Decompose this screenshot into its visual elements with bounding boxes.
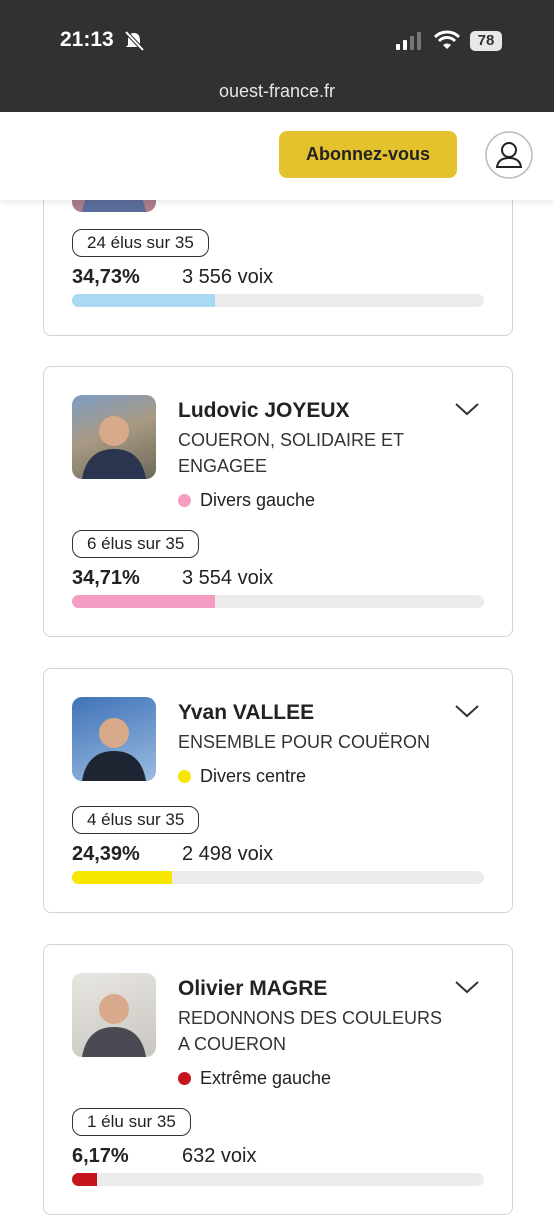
candidate-header: Olivier MAGRE REDONNONS DES COULEURS A CO… (72, 973, 484, 1091)
party-dot (178, 1071, 191, 1085)
result-row: 24,39% 2 498 voix (72, 843, 484, 866)
share-bar (72, 294, 216, 307)
candidate-name: Yvan VALLEE (178, 701, 315, 724)
subscribe-button[interactable]: Abonnez-vous (279, 131, 457, 178)
seats-pill: 6 élus sur 35 (72, 530, 200, 558)
seats-pill: 24 élus sur 35 (72, 229, 209, 257)
vote-count: 3 556 voix (182, 266, 274, 288)
list-name: REDONNONS DES COULEURS A COUERON (178, 1008, 443, 1054)
candidate-photo (72, 395, 156, 479)
party: Divers centre (178, 763, 444, 789)
list-name: COUERON, SOLIDAIRE ET ENGAGEE (178, 430, 404, 476)
party-label: Divers centre (200, 766, 307, 786)
site-header: Abonnez-vous (0, 112, 554, 200)
portrait (82, 994, 146, 1057)
battery: 78 (470, 31, 502, 51)
candidate-card: Yvan VALLEE ENSEMBLE POUR COUËRON Divers c… (43, 668, 513, 913)
chevron-icon[interactable] (454, 979, 480, 995)
share-track (72, 294, 484, 307)
share-bar (72, 871, 173, 884)
vote-share: 6,17% (72, 1145, 129, 1167)
result-row: 6,17% 632 voix (72, 1145, 484, 1168)
address-bar[interactable]: ouest-france.fr (218, 81, 336, 101)
candidate-header: Yvan VALLEE ENSEMBLE POUR COUËRON Divers c… (72, 697, 484, 789)
result-row: 34,73% 3 556 voix (72, 266, 484, 289)
portrait (82, 416, 146, 479)
party-dot (178, 493, 191, 507)
share-track (72, 1173, 484, 1186)
share-track (72, 871, 484, 884)
seats-pill: 4 élus sur 35 (72, 806, 200, 834)
result-row: 34,71% 3 554 voix (72, 567, 484, 590)
share-bar (72, 1173, 98, 1186)
expand-chevron[interactable] (454, 979, 480, 1000)
candidate-card: Olivier MAGRE REDONNONS DES COULEURS A CO… (43, 944, 513, 1215)
clock: 21:13 (60, 28, 114, 51)
vote-share: 34,73% (72, 266, 140, 288)
party: Extrême gauche (178, 1065, 444, 1091)
vote-share: 34,71% (72, 567, 140, 589)
vote-count: 632 voix (182, 1145, 257, 1167)
candidate-header: Ludovic JOYEUX COUERON, SOLIDAIRE ET ENGA… (72, 395, 484, 513)
candidate-text: Olivier MAGRE REDONNONS DES COULEURS A CO… (178, 973, 484, 1091)
account-icon[interactable] (485, 131, 533, 179)
portrait (82, 718, 146, 781)
candidate-photo (72, 697, 156, 781)
candidate-name: Ludovic JOYEUX (178, 399, 350, 422)
chevron-icon[interactable] (454, 703, 480, 719)
chevron-icon[interactable] (454, 401, 480, 417)
vote-count: 3 554 voix (182, 567, 274, 589)
candidate-card: Ludovic JOYEUX COUERON, SOLIDAIRE ET ENGA… (43, 366, 513, 637)
party-label: Extrême gauche (200, 1068, 332, 1088)
expand-chevron[interactable] (454, 401, 480, 422)
status-bar: 21:13 78 ouest-france.fr (0, 0, 554, 112)
candidate-name: Olivier MAGRE (178, 977, 328, 1000)
signal-icon (396, 32, 421, 50)
vote-count: 2 498 voix (182, 843, 274, 865)
party: Divers gauche (178, 487, 444, 513)
candidate-text: Ludovic JOYEUX COUERON, SOLIDAIRE ET ENGA… (178, 395, 484, 513)
party-label: Divers gauche (200, 490, 316, 510)
list-name: ENSEMBLE POUR COUËRON (178, 732, 431, 752)
candidate-photo (72, 973, 156, 1057)
candidate-text: Yvan VALLEE ENSEMBLE POUR COUËRON Divers c… (178, 697, 484, 789)
share-track (72, 595, 484, 608)
share-bar (72, 595, 215, 608)
vote-share: 24,39% (72, 843, 140, 865)
expand-chevron[interactable] (454, 703, 480, 724)
seats-pill: 1 élu sur 35 (72, 1108, 191, 1136)
wifi-icon (434, 30, 460, 49)
silent-icon (124, 30, 145, 52)
party-dot (178, 769, 191, 783)
